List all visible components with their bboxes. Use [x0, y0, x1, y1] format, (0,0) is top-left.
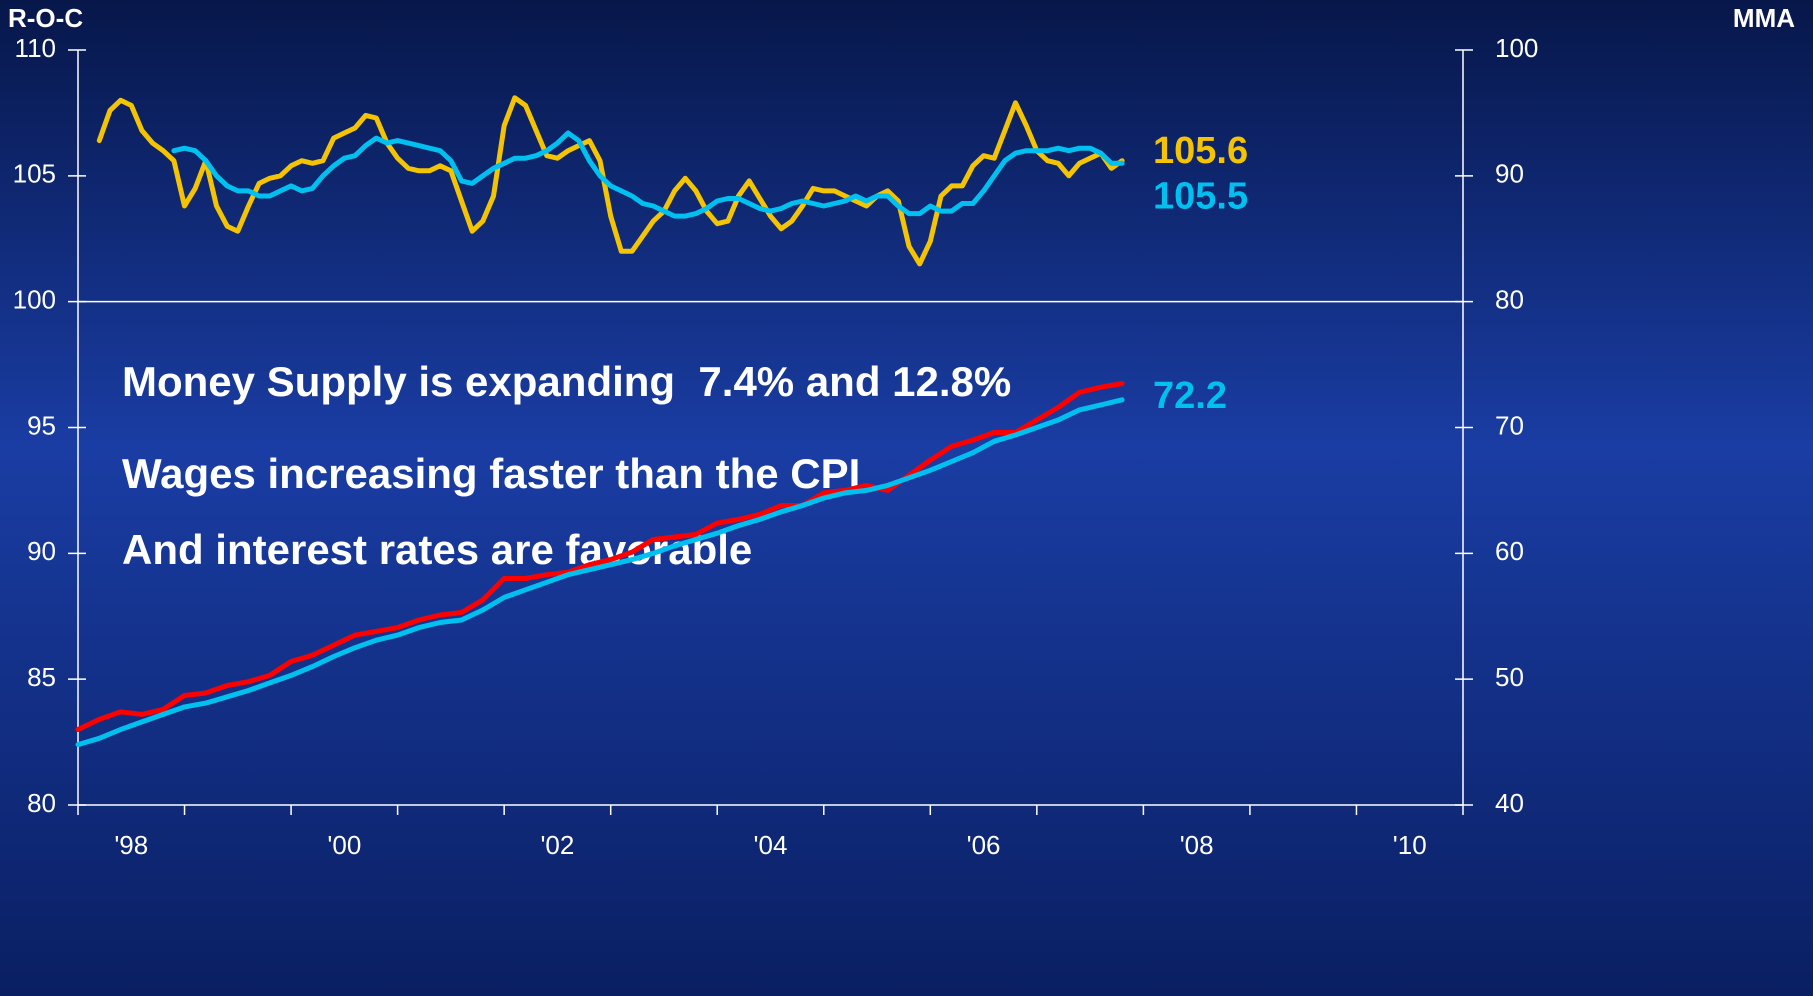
series-line	[75, 381, 1125, 732]
series-line	[96, 95, 1125, 267]
y-tick-label: 85	[27, 662, 56, 692]
end-label: 105.6	[1153, 130, 1248, 172]
series-line	[75, 397, 1125, 748]
end-label: 72.2	[1153, 375, 1227, 417]
end-label: 105.5	[1153, 175, 1248, 217]
x-tick-label: '06	[967, 830, 1001, 860]
y2-tick-label: 40	[1495, 788, 1524, 818]
y-tick-label: 90	[27, 536, 56, 566]
x-tick-label: '04	[754, 830, 788, 860]
y2-tick-label: 50	[1495, 662, 1524, 692]
y-tick-label: 105	[13, 159, 56, 189]
y-tick-label: 95	[27, 410, 56, 440]
y-axis-label: R-O-C	[8, 3, 83, 33]
x-tick-label: '10	[1393, 830, 1427, 860]
y2-tick-label: 70	[1495, 410, 1524, 440]
y2-tick-label: 60	[1495, 536, 1524, 566]
y2-tick-label: 100	[1495, 33, 1538, 63]
y2-axis-label: MMA	[1733, 3, 1795, 33]
x-tick-label: '98	[114, 830, 148, 860]
x-tick-label: '02	[540, 830, 574, 860]
annotation: Wages increasing faster than the CPI	[122, 450, 860, 497]
series-line	[171, 130, 1125, 219]
annotation: Money Supply is expanding 7.4% and 12.8%	[122, 358, 1011, 405]
x-tick-label: '08	[1180, 830, 1214, 860]
y-tick-label: 100	[13, 285, 56, 315]
y-tick-label: 110	[15, 33, 56, 63]
y2-tick-label: 90	[1495, 159, 1524, 189]
y2-tick-label: 80	[1495, 285, 1524, 315]
y-tick-label: 80	[27, 788, 56, 818]
annotation: And interest rates are favorable	[122, 526, 752, 573]
x-tick-label: '00	[327, 830, 361, 860]
